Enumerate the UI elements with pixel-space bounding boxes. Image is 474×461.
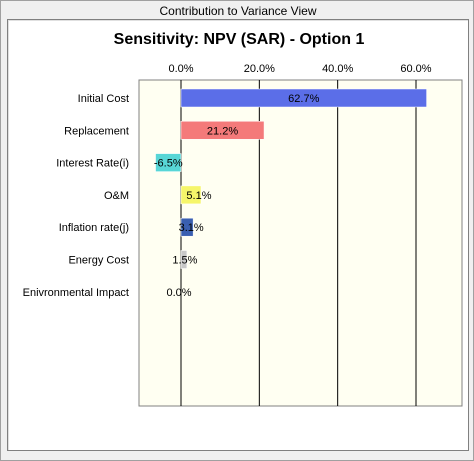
category-labels: Initial Cost Replacement Interest Rate(i) O… (23, 93, 129, 299)
x-tick-label: 0.0% (168, 63, 193, 75)
category-label: Energy Cost (68, 255, 129, 267)
bar (180, 121, 265, 140)
x-tick-label: 40.0% (322, 63, 353, 75)
data-label: 21.2% (207, 125, 238, 137)
data-label: 62.7% (288, 93, 319, 105)
data-label: 5.1% (186, 190, 211, 202)
category-label: Interest Rate(i) (56, 158, 129, 170)
data-label: 3.1% (179, 222, 204, 234)
data-labels: 62.7% 21.2% -6.5% 5.1% 3.1% 1.5% 0.0% (154, 93, 320, 299)
category-label: Inflation rate(j) (59, 222, 129, 234)
category-label: Replacement (64, 125, 129, 137)
category-label: Initial Cost (78, 93, 129, 105)
data-label: 1.5% (172, 255, 197, 267)
window-title: Contribution to Variance View (159, 4, 317, 18)
data-label: 0.0% (166, 287, 191, 299)
bar (180, 185, 202, 205)
chart-frame: Sensitivity: NPV (SAR) - Option 1 0.0% 20… (7, 19, 469, 451)
category-label: Enivronmental Impact (23, 287, 129, 299)
bar (155, 153, 182, 172)
bar (180, 250, 188, 269)
category-label: O&M (104, 190, 129, 202)
bar (180, 88, 427, 108)
sensitivity-chart: Sensitivity: NPV (SAR) - Option 1 0.0% 20… (23, 31, 463, 407)
x-tick-label: 60.0% (400, 63, 431, 75)
chart-title: Sensitivity: NPV (SAR) - Option 1 (114, 31, 365, 48)
bar (180, 217, 194, 237)
x-axis-ticks: 0.0% 20.0% 40.0% 60.0% (168, 63, 431, 75)
x-tick-label: 20.0% (244, 63, 275, 75)
bars (155, 88, 427, 269)
data-label: -6.5% (154, 158, 183, 170)
